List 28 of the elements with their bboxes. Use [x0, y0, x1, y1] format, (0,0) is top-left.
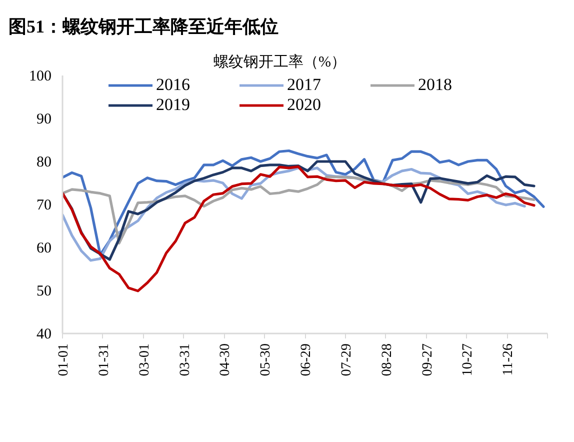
x-tick-label: 08-28	[380, 343, 395, 376]
x-tick-label: 04-30	[218, 343, 234, 376]
y-tick-label: 50	[36, 284, 52, 300]
y-tick-label: 90	[36, 112, 52, 128]
y-tick-label: 40	[36, 326, 52, 342]
legend-label: 2017	[287, 75, 322, 95]
chart-title: 图51：螺纹钢开工率降至近年低位	[8, 16, 278, 36]
y-tick-label: 70	[36, 198, 52, 214]
x-tick-label: 03-01	[137, 343, 152, 376]
x-tick-label: 05-30	[258, 343, 274, 376]
x-tick-label: 03-31	[178, 343, 193, 376]
line-series	[62, 149, 545, 256]
legend-label: 2018	[418, 75, 453, 95]
line-series	[62, 165, 536, 292]
x-tick-label: 10-27	[460, 343, 476, 376]
y-tick-label: 100	[29, 68, 52, 84]
legend-label: 2019	[156, 95, 191, 115]
x-tick-label: 07-29	[339, 343, 354, 376]
x-tick-label: 01-31	[96, 343, 112, 376]
x-tick-label: 09-27	[420, 343, 436, 376]
chart-subtitle: 螺纹钢开工率（%）	[214, 54, 346, 70]
y-tick-label: 60	[36, 240, 52, 256]
legend-label: 2016	[156, 75, 191, 95]
x-tick-label: 06-29	[299, 343, 314, 376]
x-tick-label: 01-01	[56, 343, 72, 376]
legend-label: 2020	[287, 95, 322, 115]
y-tick-label: 80	[36, 154, 52, 170]
x-tick-label: 11-26	[501, 343, 516, 376]
